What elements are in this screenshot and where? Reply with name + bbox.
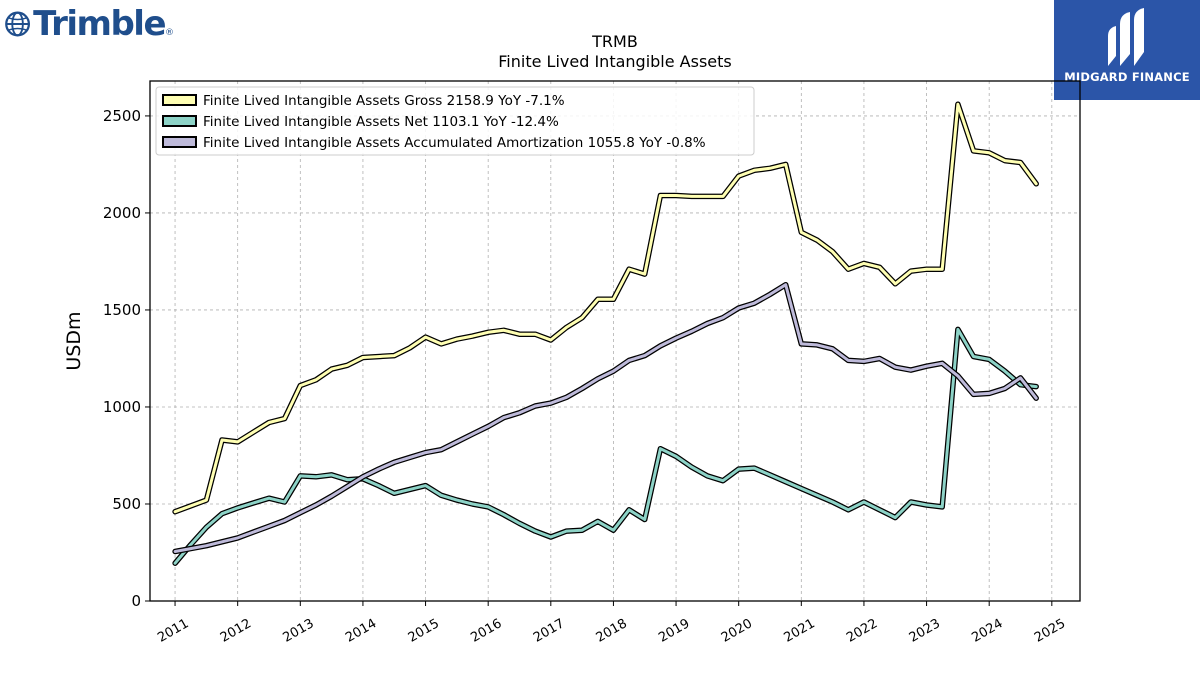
legend-swatch [162,136,197,148]
x-tick-label: 2019 [656,616,692,646]
trimble-logo: Trimble ® [4,4,174,44]
series-line [173,327,1038,565]
y-axis-label: USDm [63,311,85,370]
legend-box [155,86,755,156]
series-line [173,283,1038,553]
grid [150,81,1080,602]
y-tick-label: 1000 [103,398,141,416]
legend-swatch [162,94,197,106]
series-line [173,102,1038,514]
series-line-outline [172,326,1039,566]
x-tick-label: 2013 [280,616,316,646]
x-tick-label: 2014 [343,616,379,646]
x-tick-label: 2020 [719,616,755,646]
legend-entry-label: Finite Lived Intangible Assets Gross 215… [203,93,565,109]
series-lines [172,101,1039,566]
x-tick-label: 2025 [1032,616,1068,646]
x-tick-label: 2022 [844,616,880,646]
plot-frame [149,80,1081,602]
y-tick-label: 2500 [103,107,141,125]
trademark-mark: ® [165,28,174,38]
chart-title: TRMB [591,32,638,51]
legend: Finite Lived Intangible Assets Gross 215… [155,86,755,156]
x-tick-label: 2012 [218,616,254,646]
series-line-outline [172,101,1039,515]
legend-entry-label: Finite Lived Intangible Assets Net 1103.… [203,114,559,130]
trimble-wordmark: Trimble [33,4,166,44]
x-tick-label: 2015 [406,616,442,646]
y-tick-label: 0 [131,592,141,610]
legend-swatch [162,115,197,127]
chart-subtitle: Finite Lived Intangible Assets [498,52,731,71]
y-tick-label: 500 [112,495,141,513]
globe-icon [5,11,31,37]
x-tick-label: 2021 [781,616,817,646]
legend-entry-label: Finite Lived Intangible Assets Accumulat… [203,135,706,151]
midgard-mark-icon [1108,8,1144,66]
x-tick-label: 2016 [468,616,504,646]
y-tick-label: 1500 [103,301,141,319]
x-tick-label: 2017 [531,616,567,646]
midgard-finance-logo: MIDGARD FINANCE [1054,0,1200,100]
x-tick-label: 2018 [594,616,630,646]
y-axis-ticks: 0 500 1000 1500 2000 2500 [103,107,150,610]
midgard-name: MIDGARD FINANCE [1064,70,1190,84]
x-tick-label: 2011 [155,616,191,646]
x-tick-label: 2023 [907,616,943,646]
x-tick-label: 2024 [969,616,1005,646]
x-axis-ticks: 2011 2012 2013 2014 2015 2016 2017 2018 2019 2020… [155,601,1068,646]
y-tick-label: 2000 [103,204,141,222]
